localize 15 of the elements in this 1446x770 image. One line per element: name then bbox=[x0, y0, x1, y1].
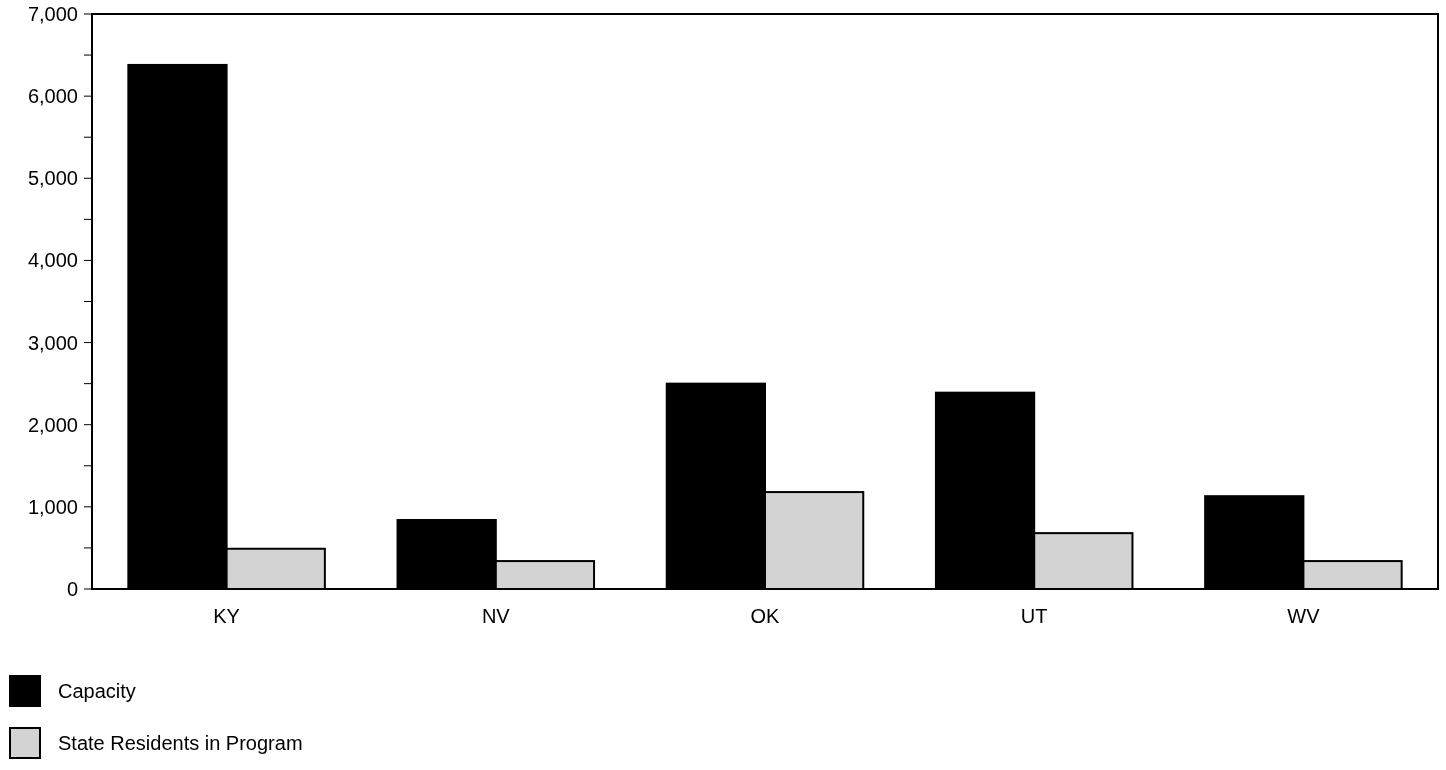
y-tick-label: 0 bbox=[66, 578, 78, 600]
y-tick-label: 1,000 bbox=[27, 495, 78, 518]
y-tick-label: 4,000 bbox=[27, 249, 78, 272]
x-tick-label: WV bbox=[1287, 605, 1321, 627]
y-tick-label: 6,000 bbox=[27, 85, 78, 108]
x-tick-label: OK bbox=[750, 605, 781, 627]
y-tick-label: 7,000 bbox=[27, 3, 78, 25]
y-tick-label: 5,000 bbox=[27, 167, 78, 190]
y-tick-label: 3,000 bbox=[27, 331, 78, 354]
x-tick-label: NV bbox=[481, 605, 511, 627]
legend-label: Capacity bbox=[58, 680, 136, 702]
x-tick-label: KY bbox=[213, 605, 240, 627]
y-tick-label: 2,000 bbox=[27, 413, 78, 436]
x-tick-label: UT bbox=[1020, 605, 1048, 627]
legend-label: State Residents in Program bbox=[58, 732, 303, 754]
